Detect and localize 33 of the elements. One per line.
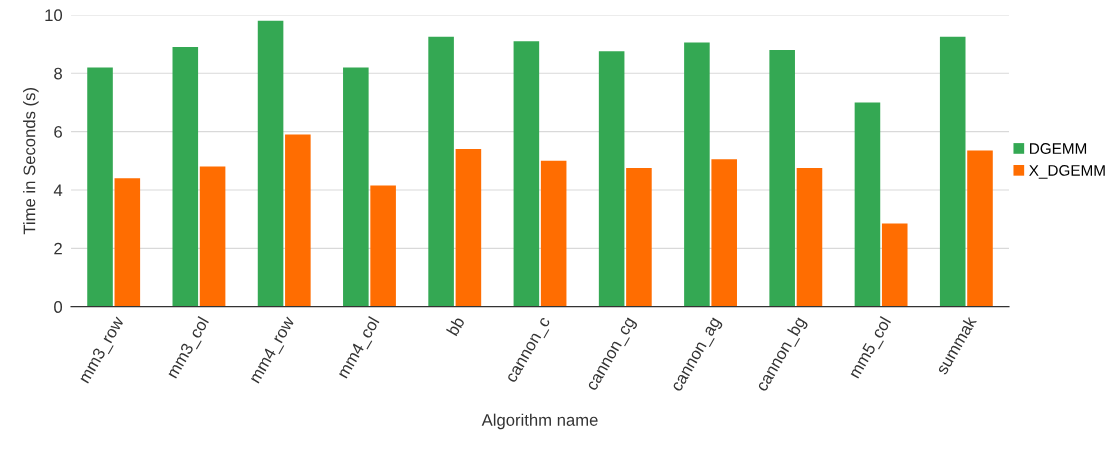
- bar: [455, 149, 482, 307]
- bar: [626, 168, 652, 307]
- bar: [967, 150, 993, 307]
- x-axis-title: Algorithm name: [481, 413, 598, 430]
- bar: [711, 159, 737, 307]
- y-tick-label: 4: [53, 184, 63, 196]
- bar: [939, 36, 966, 307]
- bar: [87, 67, 113, 307]
- bar: [796, 168, 823, 307]
- bar: [370, 185, 396, 307]
- bar: [598, 51, 625, 307]
- x-tick-label: bb: [446, 315, 465, 337]
- bar: [199, 166, 226, 307]
- bar: [684, 42, 710, 307]
- bar: [854, 102, 881, 307]
- y-tick-label: 8: [54, 67, 62, 80]
- bar: [513, 41, 540, 307]
- bar: [343, 67, 369, 307]
- bar: [540, 160, 567, 307]
- y-tick-label: 2: [54, 242, 62, 255]
- bar: [114, 178, 141, 307]
- y-tick-label: 10: [45, 9, 63, 22]
- legend-label: X_DGEMM: [1029, 165, 1105, 179]
- y-axis-title: Time in Seconds (s): [23, 88, 39, 235]
- bar: [428, 36, 454, 307]
- bar: [257, 20, 284, 307]
- legend-label: DGEMM: [1030, 143, 1087, 154]
- bar: [285, 134, 311, 307]
- y-tick-label: 0: [54, 301, 63, 313]
- bar: [769, 49, 795, 307]
- y-tick-label: 6: [54, 126, 62, 138]
- bar: [172, 46, 199, 307]
- bar: [881, 223, 908, 307]
